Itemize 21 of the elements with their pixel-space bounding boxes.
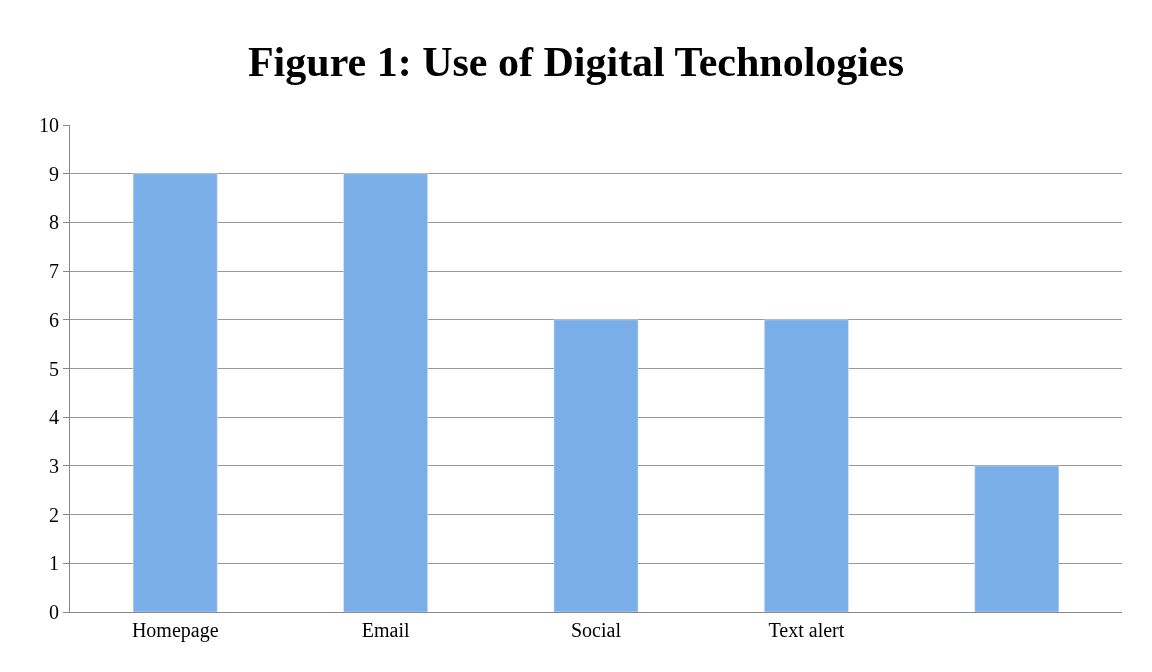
y-tick-label: 6 bbox=[49, 308, 59, 331]
bar bbox=[553, 319, 639, 612]
y-tick-label: 2 bbox=[49, 503, 59, 526]
y-tick-label: 7 bbox=[49, 260, 59, 283]
y-tick-label: 3 bbox=[49, 454, 59, 477]
bar bbox=[974, 465, 1060, 612]
chart-title: Figure 1: Use of Digital Technologies bbox=[247, 39, 905, 86]
y-tick-label: 9 bbox=[49, 162, 59, 185]
bar bbox=[132, 173, 218, 612]
y-tick-label: 4 bbox=[49, 406, 59, 429]
x-tick-label: Text alert bbox=[768, 619, 845, 641]
bar bbox=[764, 319, 849, 612]
y-tick-label: 0 bbox=[49, 601, 59, 623]
x-tick-label: Email bbox=[361, 619, 410, 641]
y-tick-label: 5 bbox=[49, 357, 59, 380]
y-tick-label: 10 bbox=[39, 114, 59, 136]
bar bbox=[343, 173, 428, 612]
x-tick-label: Social bbox=[571, 619, 622, 641]
y-tick-label: 1 bbox=[49, 552, 59, 575]
y-tick-label: 8 bbox=[49, 211, 59, 234]
x-tick-label: Homepage bbox=[131, 619, 219, 642]
